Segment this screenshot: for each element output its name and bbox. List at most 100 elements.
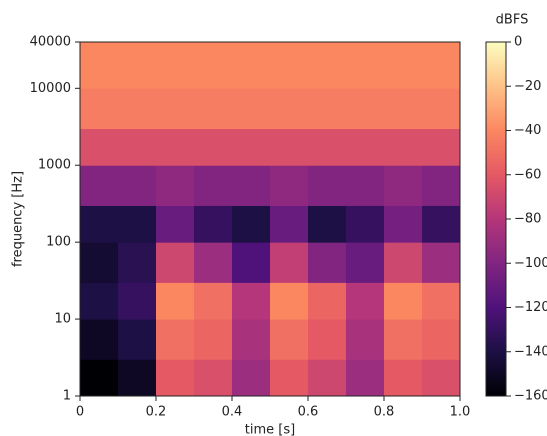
heatmap-cell (346, 42, 385, 89)
heatmap-cell (308, 165, 347, 206)
heatmap-cell (270, 242, 309, 283)
heatmap-cell (232, 42, 271, 89)
heatmap-cell (308, 242, 347, 283)
heatmap-cell (118, 359, 157, 397)
heatmap-cell (194, 88, 233, 130)
heatmap-cell (232, 319, 271, 360)
heatmap-cell (156, 128, 195, 166)
heatmap-cell (384, 319, 423, 360)
heatmap-cell (118, 42, 157, 89)
heatmap-cell (422, 128, 461, 166)
heatmap-cell (80, 88, 119, 130)
heatmap-cell (308, 42, 347, 89)
x-tick-label: 0.6 (298, 405, 319, 420)
heatmap-cell (384, 88, 423, 130)
heatmap-cell (80, 128, 119, 166)
heatmap-cell (118, 319, 157, 360)
heatmap-cell (346, 359, 385, 397)
heatmap-cell (384, 165, 423, 206)
heatmap-cell (232, 242, 271, 283)
y-tick-label: 1 (63, 389, 71, 404)
heatmap-cell (384, 282, 423, 320)
x-tick-label: 0.8 (374, 405, 395, 420)
heatmap-cell (156, 242, 195, 283)
heatmap-cell (156, 205, 195, 243)
colorbar-tick-label: −140 (514, 344, 547, 359)
heatmap-cell (270, 165, 309, 206)
colorbar-tick-label: −60 (514, 167, 541, 182)
heatmap-cell (80, 242, 119, 283)
colorbar-tick-label: −120 (514, 300, 547, 315)
x-tick-label: 1.0 (450, 405, 471, 420)
heatmap-cell (422, 282, 461, 320)
y-tick-label: 100 (46, 235, 71, 250)
heatmap-cell (80, 205, 119, 243)
colorbar-tick-label: 0 (514, 35, 522, 50)
heatmap-cell (80, 282, 119, 320)
heatmap-cell (422, 42, 461, 89)
heatmap-cell (308, 359, 347, 397)
heatmap-cell (194, 205, 233, 243)
heatmap-cell (346, 88, 385, 130)
heatmap-cell (80, 359, 119, 397)
colorbar-tick-label: −20 (514, 79, 541, 94)
heatmap-cell (156, 165, 195, 206)
x-tick-label: 0 (76, 405, 84, 420)
heatmap-cell (80, 319, 119, 360)
colorbar-tick-label: −80 (514, 212, 541, 227)
heatmap-cell (422, 88, 461, 130)
heatmap-cell (308, 88, 347, 130)
heatmap-cell (346, 128, 385, 166)
heatmap-cell (156, 42, 195, 89)
heatmap-cell (118, 205, 157, 243)
heatmap-cell (308, 319, 347, 360)
heatmap-cell (422, 165, 461, 206)
heatmap-cell (194, 319, 233, 360)
heatmap-cell (232, 165, 271, 206)
heatmap-cell (118, 128, 157, 166)
heatmap-cell (384, 205, 423, 243)
heatmap-cell (422, 205, 461, 243)
colorbar-tick-label: −160 (514, 389, 547, 404)
heatmap-cell (80, 165, 119, 206)
x-tick-label: 0.2 (146, 405, 167, 420)
colorbar (485, 41, 507, 397)
heatmap-cell (232, 88, 271, 130)
heatmap-cell (308, 205, 347, 243)
heatmap-cell (346, 242, 385, 283)
heatmap-cell (270, 128, 309, 166)
heatmap-cell (156, 88, 195, 130)
heatmap-cell (384, 42, 423, 89)
heatmap-cell (194, 282, 233, 320)
heatmap-cell (194, 359, 233, 397)
colorbar-tick-label: −100 (514, 256, 547, 271)
heatmap-cell (80, 42, 119, 89)
heatmap-cell (270, 205, 309, 243)
heatmap-cell (194, 165, 233, 206)
heatmap-cell (194, 42, 233, 89)
heatmap-cell (308, 282, 347, 320)
y-tick-label: 40000 (30, 35, 71, 50)
heatmap-cell (384, 242, 423, 283)
heatmap-cell (118, 165, 157, 206)
y-tick-label: 1000 (38, 158, 71, 173)
heatmap-cell (270, 42, 309, 89)
heatmap-cell (156, 282, 195, 320)
heatmap-cell (346, 319, 385, 360)
y-axis-label: frequency [Hz] (11, 171, 26, 267)
y-tick-label: 10000 (30, 81, 71, 96)
heatmap-cell (232, 205, 271, 243)
heatmap-cell (194, 242, 233, 283)
x-tick-label: 0.4 (222, 405, 243, 420)
x-axis-label: time [s] (245, 423, 295, 436)
plot-frame (79, 41, 461, 397)
heatmap-cell (270, 282, 309, 320)
heatmap-cell (156, 359, 195, 397)
colorbar-tick-label: −40 (514, 123, 541, 138)
heatmap-cell (118, 88, 157, 130)
heatmap-cell (156, 319, 195, 360)
heatmap-cell (422, 242, 461, 283)
heatmap-cell (346, 205, 385, 243)
heatmap-cell (308, 128, 347, 166)
heatmap-cell (422, 359, 461, 397)
